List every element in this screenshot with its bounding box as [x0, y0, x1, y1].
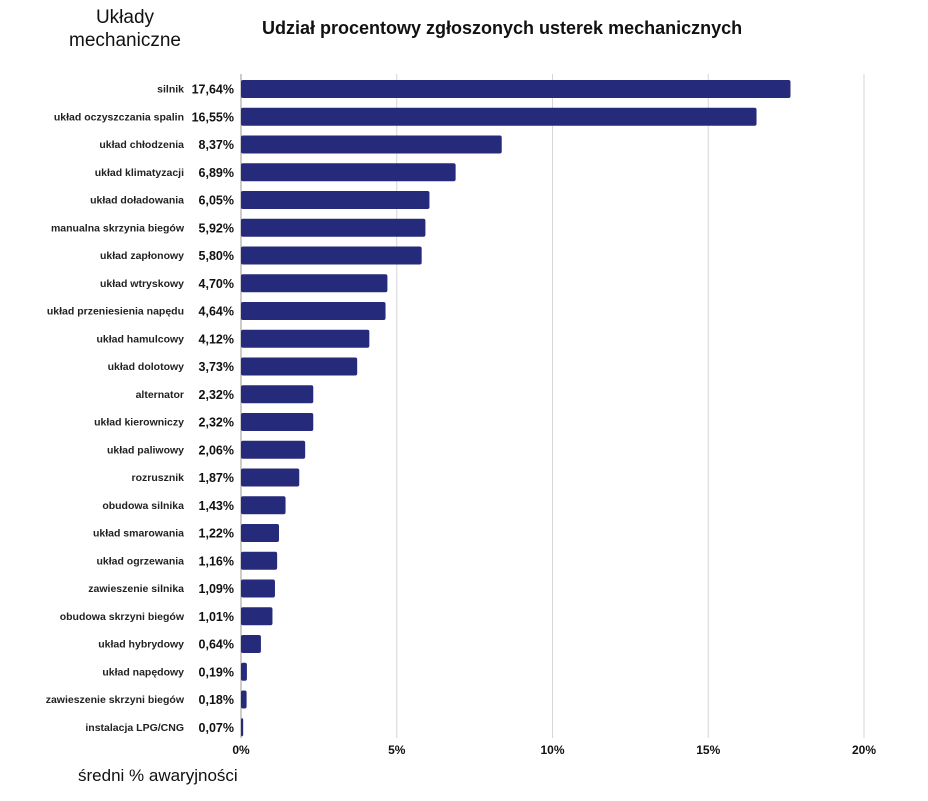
- value-label: 1,87%: [199, 471, 234, 485]
- bar: [241, 274, 388, 293]
- bar: [241, 468, 300, 487]
- value-label: 2,32%: [199, 416, 234, 430]
- category-label: układ ogrzewania: [96, 555, 184, 567]
- x-tick-label: 15%: [696, 743, 720, 757]
- category-label: układ hamulcowy: [96, 333, 184, 345]
- category-label: układ hybrydowy: [98, 639, 184, 651]
- value-label: 5,92%: [199, 221, 234, 235]
- bar: [241, 80, 791, 98]
- y-axis-title: Układy mechaniczne: [69, 7, 181, 51]
- x-tick-label: 0%: [232, 743, 250, 757]
- category-label: układ przeniesienia napędu: [47, 306, 184, 318]
- value-label: 1,09%: [199, 582, 234, 596]
- gridlines: [240, 74, 865, 738]
- category-label: obudowa silnika: [102, 500, 184, 512]
- category-label: manualna skrzynia biegów: [51, 222, 185, 234]
- category-label: układ wtryskowy: [100, 278, 184, 290]
- value-label: 6,05%: [199, 194, 234, 208]
- value-label: 0,64%: [199, 638, 234, 652]
- value-label: 4,12%: [199, 332, 234, 346]
- bar: [241, 218, 426, 237]
- bar: [241, 246, 422, 265]
- x-axis-title: średni % awaryjności: [78, 766, 238, 785]
- value-label: 4,64%: [199, 305, 234, 319]
- bar: [241, 440, 306, 459]
- bar: [241, 385, 314, 404]
- category-label: układ zapłonowy: [100, 250, 184, 262]
- category-label: alternator: [136, 389, 184, 401]
- category-label: rozrusznik: [131, 472, 184, 484]
- bar: [241, 163, 456, 182]
- bar: [241, 329, 370, 348]
- bar: [241, 690, 247, 709]
- bar: [241, 662, 247, 681]
- bar: [241, 135, 502, 154]
- category-label: zawieszenie skrzyni biegów: [46, 694, 185, 706]
- category-label: układ chłodzenia: [99, 139, 184, 151]
- value-label: 1,01%: [199, 610, 234, 624]
- category-label: układ doładowania: [90, 195, 184, 207]
- category-label: obudowa skrzyni biegów: [60, 611, 185, 623]
- bar: [241, 579, 275, 598]
- value-label: 0,19%: [199, 665, 234, 679]
- category-label: instalacja LPG/CNG: [85, 722, 184, 734]
- bar: [241, 191, 430, 209]
- value-label: 2,06%: [199, 443, 234, 457]
- category-label: zawieszenie silnika: [88, 583, 184, 595]
- value-label: 6,89%: [199, 166, 234, 180]
- value-label: 1,16%: [199, 554, 234, 568]
- category-label: układ oczyszczania spalin: [54, 111, 184, 123]
- bar: [241, 496, 286, 515]
- value-label: 2,32%: [199, 388, 234, 402]
- x-tick-label: 10%: [540, 743, 564, 757]
- category-label: układ napędowy: [102, 666, 184, 678]
- bar: [241, 107, 757, 126]
- bar: [241, 524, 280, 542]
- bars: [241, 80, 791, 737]
- category-label: układ paliwowy: [107, 444, 184, 456]
- x-tick-label: 5%: [388, 743, 406, 757]
- value-label: 8,37%: [199, 138, 234, 152]
- bar: [241, 551, 278, 570]
- value-label: 0,18%: [199, 693, 234, 707]
- value-label: 0,07%: [199, 721, 234, 735]
- value-label: 1,43%: [199, 499, 234, 513]
- labels: 0% 5% 10% 15% 20% 17,64% silnik 16,55% układ ocz…: [46, 83, 877, 758]
- chart-title: Udział procentowy zgłoszonych usterek me…: [262, 18, 743, 38]
- value-label: 5,80%: [199, 249, 234, 263]
- x-tick-label: 20%: [852, 743, 876, 757]
- category-label: układ kierowniczy: [94, 417, 184, 429]
- category-label: układ smarowania: [93, 528, 184, 540]
- bar: [241, 607, 273, 626]
- bar: [241, 357, 358, 376]
- value-label: 17,64%: [192, 83, 234, 97]
- category-label: silnik: [157, 84, 184, 96]
- category-label: układ dolotowy: [108, 361, 185, 373]
- bar: [241, 635, 261, 653]
- value-label: 16,55%: [192, 110, 234, 124]
- value-label: 1,22%: [199, 527, 234, 541]
- category-label: układ klimatyzacji: [95, 167, 184, 179]
- bar: [241, 718, 244, 737]
- value-label: 3,73%: [199, 360, 234, 374]
- bar: [241, 413, 314, 431]
- bar: [241, 302, 386, 320]
- value-label: 4,70%: [199, 277, 234, 291]
